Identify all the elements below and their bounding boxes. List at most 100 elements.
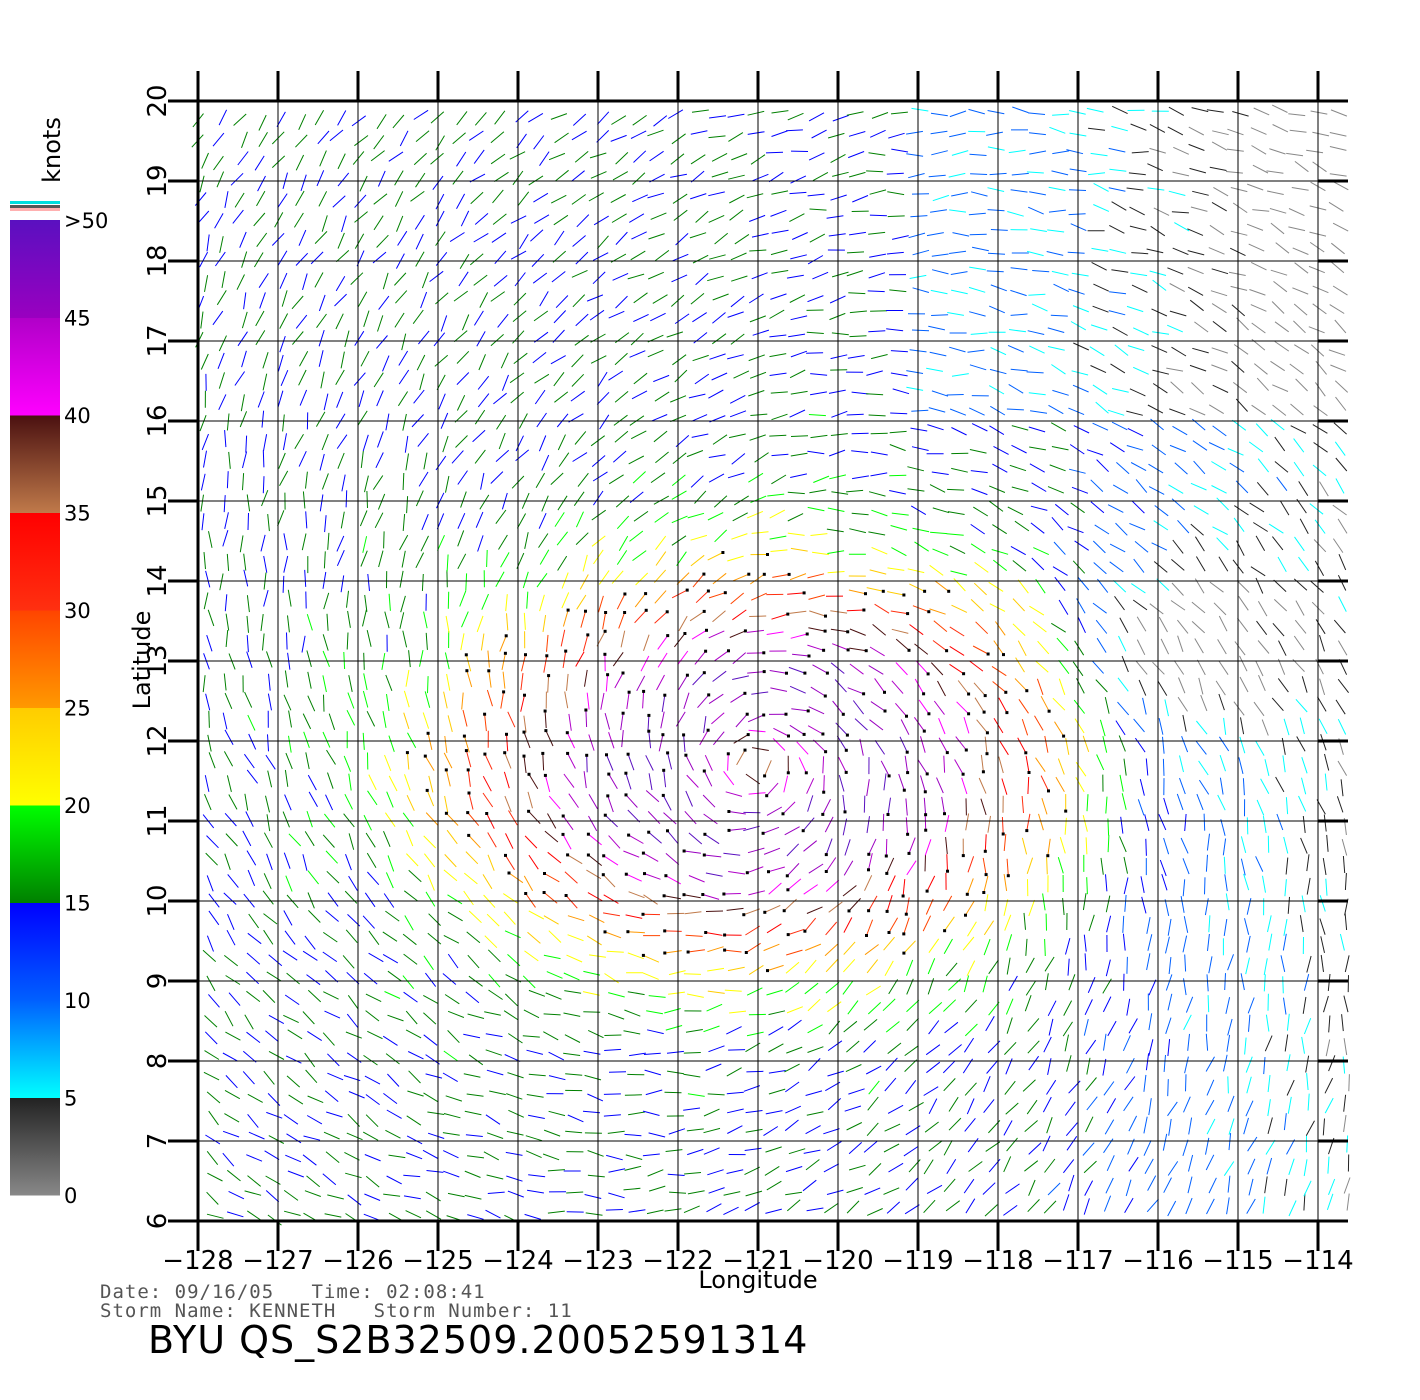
rain-flag [985, 731, 989, 735]
wind-vector [846, 413, 864, 416]
wind-vector [891, 547, 907, 557]
wind-vector [1143, 1074, 1147, 1092]
wind-vector [903, 1146, 919, 1157]
wind-vector [445, 769, 451, 787]
wind-vector [1282, 976, 1284, 994]
wind-vector [1301, 757, 1308, 774]
wind-vector [747, 847, 765, 854]
wind-vector [206, 875, 214, 892]
wind-vector [1183, 916, 1189, 933]
wind-vector [322, 675, 327, 693]
wind-vector [825, 879, 840, 892]
wind-vector [307, 774, 317, 791]
wind-vector [930, 662, 944, 676]
wind-vector [1312, 131, 1330, 137]
wind-vector [1224, 874, 1228, 892]
wind-vector [1342, 855, 1346, 874]
wind-vector [487, 1191, 505, 1194]
wind-vector [790, 633, 808, 639]
rain-flag [825, 671, 829, 675]
wind-vector [225, 833, 238, 847]
wind-vector [203, 1071, 220, 1081]
wind-vector [1333, 422, 1347, 435]
wind-vector [843, 941, 856, 955]
wind-vector [377, 170, 386, 187]
wind-vector [226, 471, 229, 489]
wind-vector [287, 589, 292, 607]
wind-vector [305, 752, 310, 770]
wind-vector [1152, 331, 1170, 335]
wind-vector [1024, 1160, 1039, 1172]
wind-vector [241, 131, 248, 148]
wind-vector [1288, 1200, 1297, 1217]
wind-vector [1192, 440, 1208, 451]
wind-vector [246, 850, 257, 866]
wind-vector [489, 1090, 506, 1096]
wind-vector [899, 736, 908, 753]
wind-vector [1189, 167, 1207, 174]
wind-vector [1301, 1036, 1305, 1054]
wind-vector [1292, 287, 1309, 295]
wind-vector [1105, 1177, 1114, 1194]
rain-flag [483, 752, 487, 756]
wind-vector [885, 838, 888, 857]
wind-vector [970, 523, 985, 535]
wind-vector [904, 1204, 920, 1215]
wind-vector [365, 993, 382, 1003]
wind-vector [603, 1093, 621, 1095]
wind-vector [608, 474, 624, 485]
wind-vector [1082, 893, 1087, 911]
wind-vector [987, 110, 1005, 115]
wind-vector [611, 115, 627, 125]
wind-vector [1146, 917, 1151, 934]
wind-vector [842, 980, 854, 995]
wind-vector [263, 434, 268, 451]
wind-vector [1306, 877, 1311, 895]
wind-vector [912, 287, 930, 293]
wind-vector [1128, 172, 1146, 176]
wind-vector [949, 408, 967, 416]
wind-vector [882, 998, 896, 1012]
wind-vector [709, 115, 727, 119]
wind-vector [447, 1010, 465, 1018]
wind-vector [283, 1210, 301, 1216]
wind-vector [1226, 1197, 1230, 1215]
rain-flag [685, 673, 689, 677]
rain-flag [822, 790, 826, 794]
wind-vector [1074, 718, 1085, 734]
wind-vector [562, 651, 567, 668]
wind-vector [453, 330, 468, 343]
wind-vector [1230, 187, 1248, 193]
wind-vector [524, 835, 538, 849]
wind-vector [527, 1189, 544, 1194]
wind-vector [1089, 346, 1105, 357]
wind-vector [430, 152, 444, 165]
wind-vector [536, 412, 547, 428]
wind-vector [575, 651, 585, 667]
wind-vector [763, 943, 780, 952]
rain-flag [801, 829, 805, 833]
wind-vector [494, 171, 509, 183]
wind-vector [419, 649, 424, 667]
wind-vector [1051, 364, 1066, 375]
wind-vector [712, 572, 727, 585]
wind-vector [222, 1130, 240, 1138]
wind-vector [1123, 877, 1129, 895]
wind-vector [1232, 202, 1248, 214]
wind-vector [1342, 1056, 1346, 1074]
wind-vector [1092, 422, 1109, 431]
wind-vector [539, 151, 550, 166]
wind-vector [686, 774, 699, 788]
wind-vector [425, 972, 437, 987]
wind-vector [769, 434, 787, 437]
wind-vector [524, 950, 539, 962]
wind-vector [726, 1067, 742, 1077]
wind-vector [415, 130, 430, 142]
wind-vector [1088, 172, 1106, 176]
wind-vector [533, 192, 549, 203]
wind-vector [415, 552, 425, 569]
wind-vector [642, 1153, 660, 1157]
wind-vector [363, 1213, 380, 1221]
wind-vector [456, 111, 468, 126]
rain-flag [804, 771, 808, 775]
